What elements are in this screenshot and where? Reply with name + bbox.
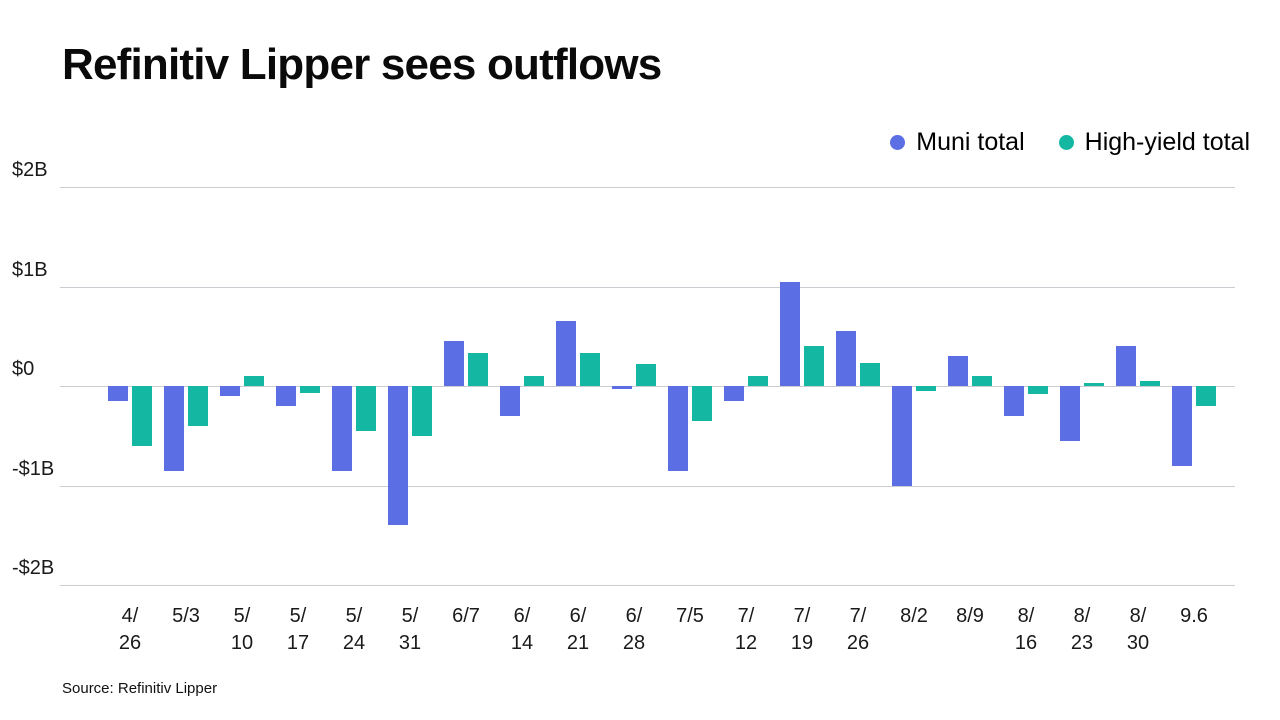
bar-muni-total xyxy=(1060,386,1080,441)
bar-high-yield-total xyxy=(972,376,992,386)
bar-muni-total xyxy=(276,386,296,406)
x-tick-label: 6/14 xyxy=(510,605,534,654)
y-tick-label: -$1B xyxy=(12,457,55,480)
x-tick-label: 5/24 xyxy=(342,605,366,654)
bar-high-yield-total xyxy=(692,386,712,421)
x-tick-label: 8/16 xyxy=(1014,605,1038,654)
x-tick-label: 7/19 xyxy=(790,605,814,654)
bar-high-yield-total xyxy=(748,376,768,386)
bar-high-yield-total xyxy=(412,386,432,436)
bar-muni-total xyxy=(612,386,632,389)
bar-high-yield-total xyxy=(1028,386,1048,394)
x-tick-label: 9.6 xyxy=(1180,605,1208,627)
legend-dot-icon xyxy=(1058,135,1074,150)
x-tick-label: 5/3 xyxy=(172,605,200,627)
bar-high-yield-total xyxy=(300,386,320,393)
bar-high-yield-total xyxy=(244,376,264,386)
x-tick-label: 7/26 xyxy=(846,605,870,654)
bar-high-yield-total xyxy=(356,386,376,431)
bar-high-yield-total xyxy=(524,376,544,386)
bar-muni-total xyxy=(1172,386,1192,466)
legend-item-high-yield-total: High-yield total xyxy=(1058,128,1250,157)
legend-label: High-yield total xyxy=(1084,128,1250,156)
legend-label: Muni total xyxy=(916,128,1025,156)
chart-title: Refinitiv Lipper sees outflows xyxy=(62,40,662,89)
x-tick-label: 8/2 xyxy=(900,605,928,627)
bar-muni-total xyxy=(220,386,240,396)
legend-item-muni-total: Muni total xyxy=(890,128,1025,157)
x-tick-label: 6/7 xyxy=(452,605,480,627)
gridline xyxy=(60,286,1235,288)
x-tick-label: 8/23 xyxy=(1070,605,1094,654)
bar-high-yield-total xyxy=(636,364,656,386)
bar-high-yield-total xyxy=(804,346,824,386)
bar-high-yield-total xyxy=(1140,381,1160,386)
bar-high-yield-total xyxy=(1196,386,1216,406)
gridline xyxy=(60,585,1235,586)
bar-high-yield-total xyxy=(132,386,152,446)
gridline xyxy=(60,485,1235,487)
bar-muni-total xyxy=(108,386,128,401)
x-tick-label: 6/28 xyxy=(622,605,646,654)
bar-muni-total xyxy=(332,386,352,471)
bar-muni-total xyxy=(164,386,184,471)
x-tick-label: 5/17 xyxy=(286,605,310,654)
x-tick-label: 6/21 xyxy=(566,605,590,654)
bar-muni-total xyxy=(556,321,576,386)
bar-high-yield-total xyxy=(580,353,600,386)
gridline xyxy=(60,187,1235,188)
bar-muni-total xyxy=(388,386,408,526)
bar-muni-total xyxy=(1116,346,1136,386)
y-tick-label: -$2B xyxy=(12,557,55,579)
bar-high-yield-total xyxy=(188,386,208,426)
x-tick-label: 8/30 xyxy=(1126,605,1150,654)
bar-muni-total xyxy=(780,281,800,386)
bar-muni-total xyxy=(892,386,912,486)
x-tick-label: 8/9 xyxy=(956,605,984,627)
x-tick-label: 4/26 xyxy=(118,605,142,654)
x-tick-label: 7/12 xyxy=(734,605,758,654)
bar-high-yield-total xyxy=(916,386,936,391)
bar-muni-total xyxy=(948,356,968,386)
x-tick-label: 7/5 xyxy=(676,605,704,627)
bar-high-yield-total xyxy=(468,353,488,386)
bar-muni-total xyxy=(500,386,520,416)
bar-muni-total xyxy=(444,341,464,386)
bar-muni-total xyxy=(836,331,856,386)
y-tick-label: $2B xyxy=(12,159,48,181)
legend: Muni total High-yield total xyxy=(890,128,1250,157)
y-tick-label: $0 xyxy=(12,358,35,380)
y-tick-label: $1B xyxy=(12,258,48,281)
bar-muni-total xyxy=(668,386,688,471)
x-tick-label: 5/10 xyxy=(230,605,254,654)
gridline xyxy=(60,386,1235,387)
legend-dot-icon xyxy=(890,135,906,150)
bar-muni-total xyxy=(1004,386,1024,416)
x-tick-label: 5/31 xyxy=(398,605,422,654)
plot-area: $2B $1B $0 -$1B -$2B 4/26 5/3 5/10 5/17 5/24 5/31 6… xyxy=(12,159,1235,654)
bar-high-yield-total xyxy=(860,363,880,386)
source-note: Source: Refinitiv Lipper xyxy=(62,680,218,697)
bar-muni-total xyxy=(724,386,744,401)
bar-high-yield-total xyxy=(1084,383,1104,386)
